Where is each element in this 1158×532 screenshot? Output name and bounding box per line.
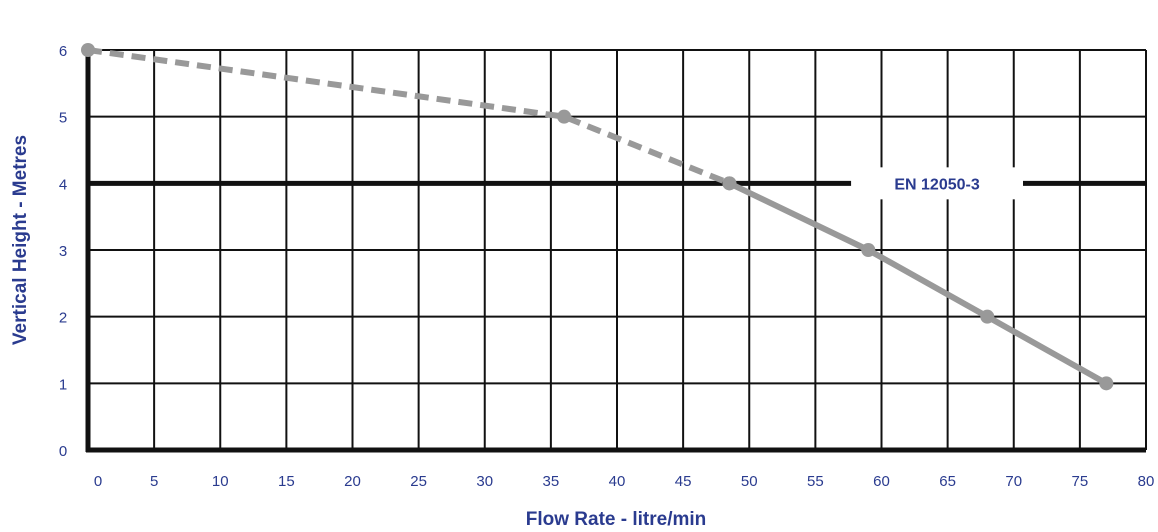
x-tick-label-30: 30: [476, 473, 493, 490]
reference-label-background: [851, 167, 1024, 200]
y-tick-label-6: 6: [59, 43, 67, 60]
data-point-2-4: [1099, 376, 1114, 391]
y-tick-label-4: 4: [59, 176, 67, 193]
axes: [85, 50, 1146, 453]
x-tick-label-55: 55: [807, 473, 824, 490]
y-tick-label-5: 5: [59, 110, 67, 127]
grid-lines: [88, 49, 1147, 450]
x-tick-label-25: 25: [410, 473, 427, 490]
x-tick-label-70: 70: [1005, 473, 1022, 490]
x-tick-label-65: 65: [939, 473, 956, 490]
x-tick-label-35: 35: [543, 473, 560, 490]
series: [81, 43, 1114, 391]
x-tick-label-80: 80: [1138, 473, 1155, 490]
x-tick-label-45: 45: [675, 473, 692, 490]
x-tick-label-5: 5: [150, 473, 158, 490]
x-axis-title: Flow Rate - litre/min: [526, 509, 707, 530]
reference-label: EN 12050-3: [894, 176, 979, 193]
y-tick-label-0: 0: [59, 443, 67, 460]
reference-line-group: EN 12050-3: [88, 167, 1146, 200]
series-line-2: [728, 180, 1108, 386]
data-point-2-2: [861, 243, 876, 257]
data-point-1-1: [81, 43, 95, 57]
x-tick-label-50: 50: [741, 473, 758, 490]
data-point-2-3: [980, 309, 995, 324]
x-tick-label-10: 10: [212, 473, 229, 490]
x-tick-label-15: 15: [278, 473, 295, 490]
data-point-1-2: [557, 109, 572, 124]
y-tick-label-2: 2: [59, 310, 67, 327]
y-tick-label-1: 1: [59, 376, 67, 393]
y-tick-label-3: 3: [59, 243, 67, 260]
y-axis-title: Vertical Height - Metres: [10, 135, 31, 345]
series-line-1: [87, 47, 731, 187]
x-tick-label-60: 60: [873, 473, 890, 490]
x-tick-label-20: 20: [344, 473, 361, 490]
x-tick-label-75: 75: [1072, 473, 1089, 490]
data-point-2-1: [722, 176, 737, 191]
x-tick-label-40: 40: [609, 473, 626, 490]
x-tick-label-0: 0: [94, 473, 102, 490]
